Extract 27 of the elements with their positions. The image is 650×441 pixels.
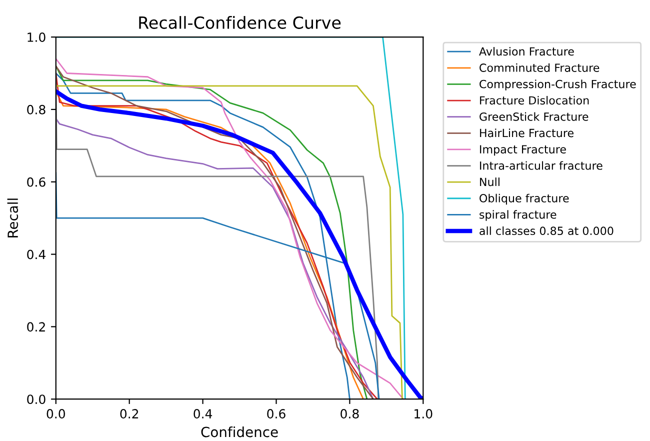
legend-label: Impact Fracture	[480, 145, 566, 156]
y-tick-label: 1.0	[28, 32, 46, 42]
legend-label: Null	[480, 178, 500, 186]
legend-label: Intra-articular fracture	[480, 161, 602, 170]
x-tick-label: 0.2	[120, 409, 138, 419]
legend-label: spiral fracture	[480, 210, 556, 221]
legend-label: Avlusion Fracture	[479, 47, 574, 56]
x-axis-title: Confidence	[201, 426, 278, 438]
legend-label: GreenStick Fracture	[480, 112, 588, 121]
legend-label: Compression-Crush Fracture	[480, 80, 636, 90]
y-tick-label: 0.6	[27, 177, 46, 187]
y-tick-label: 0.0	[27, 394, 46, 404]
x-tick-label: 0.6	[267, 409, 286, 419]
x-tick-label: 0.4	[194, 409, 212, 419]
legend-label: Oblique fracture	[480, 194, 569, 205]
legend-label: Fracture Dislocation	[480, 96, 589, 105]
legend-label: all classes 0.85 at 0.000	[480, 226, 614, 236]
x-tick-label: 1.0	[414, 409, 432, 419]
y-tick-label: 0.8	[27, 104, 46, 114]
y-tick-label: 0.4	[27, 250, 46, 260]
chart-title: Recall-Confidence Curve	[139, 16, 341, 29]
y-tick-label: 0.2	[27, 322, 45, 332]
legend-label: Comminuted Fracture	[480, 63, 600, 72]
legend-label: HairLine Fracture	[480, 128, 574, 138]
x-tick-label: 0.0	[46, 409, 66, 419]
y-axis-title: Recall	[7, 198, 18, 238]
x-tick-label: 0.8	[340, 409, 359, 419]
